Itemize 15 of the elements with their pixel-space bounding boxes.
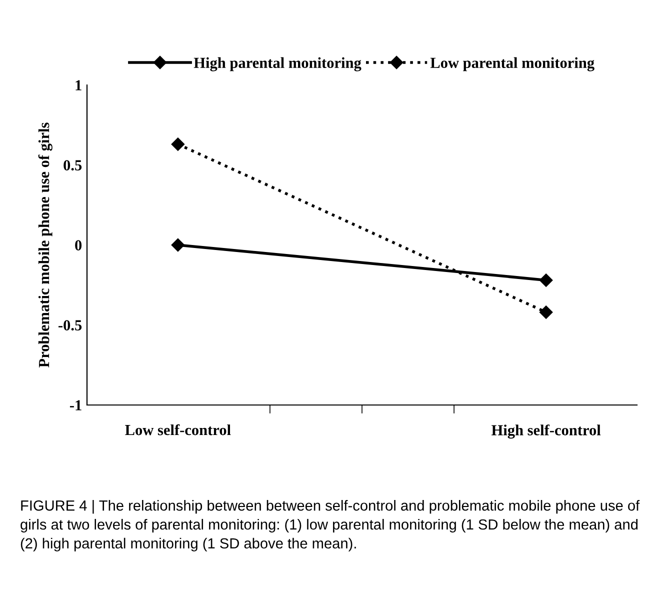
point [171,138,185,151]
x-tick-label: Low self-control [125,424,231,436]
x-tick-label: High self-control [492,424,601,439]
y-tick-label: 1 [76,80,82,90]
point [539,306,553,319]
legend-label: High parental monitoring [194,57,362,72]
point [539,274,553,287]
point [171,238,185,252]
y-tick-label: 0.5 [64,160,82,171]
legend-label: Low parental monitoring [430,57,594,72]
y-tick-label: -1 [70,400,82,410]
y-axis-title: Problematic mobile phone use of girls [38,122,52,368]
y-tick-label: 0 [75,240,82,250]
caption: FIGURE 4 | The relationship between between self-control and problematic mobile phone use of girls at two levels of parental monitoring: (1) low parental monitoring (1 SD below the mean) and (2) high parental monitoring (1 SD above the mean). [20,500,640,552]
y-tick-label: -0.5 [58,320,82,331]
